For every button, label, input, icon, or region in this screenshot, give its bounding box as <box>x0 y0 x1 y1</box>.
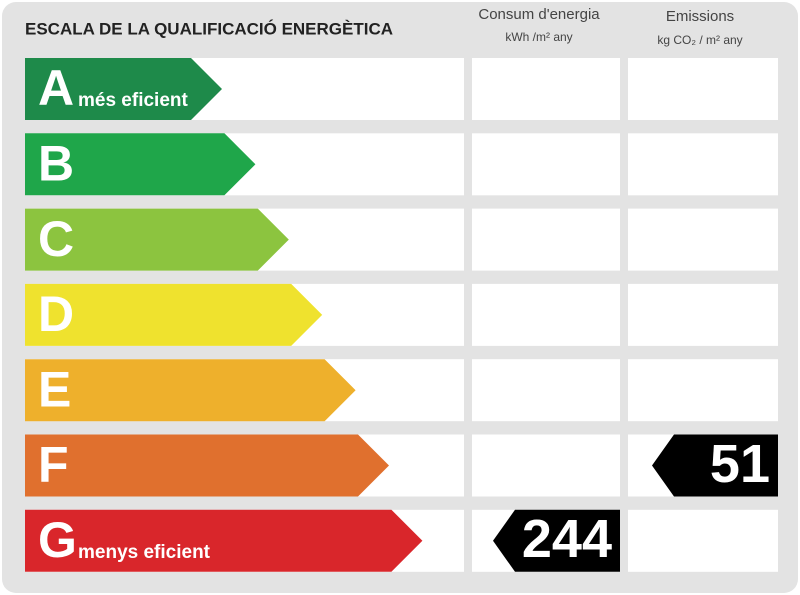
rating-letter: A <box>38 60 74 116</box>
emissions-cell <box>628 359 778 422</box>
value-text: 244 <box>522 509 612 569</box>
energy-cell <box>472 133 620 196</box>
rating-letter: B <box>38 136 74 192</box>
energy-cell <box>472 434 620 497</box>
rating-arrow <box>25 509 423 572</box>
energy-cell <box>472 283 620 346</box>
rating-arrow <box>25 359 356 422</box>
rating-note: més eficient <box>78 90 188 111</box>
column-unit: kg CO₂ / m² any <box>657 33 742 47</box>
title: ESCALA DE LA QUALIFICACIÓ ENERGÈTICA <box>25 19 393 38</box>
value-badge <box>493 509 620 572</box>
emissions-cell <box>628 133 778 196</box>
rating-arrow <box>25 283 323 346</box>
rating-letter: C <box>38 211 74 267</box>
column-title: Emissions <box>666 8 734 25</box>
rating-letter: G <box>38 512 77 568</box>
rating-arrow <box>25 208 289 271</box>
energy-cell <box>472 208 620 271</box>
column-title: Consum d'energia <box>478 6 600 23</box>
emissions-cell <box>628 208 778 271</box>
emissions-cell <box>628 283 778 346</box>
energy-cell <box>472 359 620 422</box>
rating-arrow <box>25 133 256 196</box>
column-unit: kWh /m² any <box>505 30 572 44</box>
rating-letter: F <box>38 437 69 493</box>
value-badge <box>652 434 778 497</box>
rating-letter: D <box>38 286 74 342</box>
rating-letter: E <box>38 361 71 417</box>
emissions-cell <box>628 58 778 120</box>
rating-arrow <box>25 434 389 497</box>
energy-cell <box>472 58 620 120</box>
watermark: habitaclia <box>345 280 456 307</box>
rating-note: menys eficient <box>78 542 211 563</box>
rating-arrow <box>25 58 222 120</box>
value-text: 51 <box>710 434 770 494</box>
emissions-cell <box>628 509 778 572</box>
